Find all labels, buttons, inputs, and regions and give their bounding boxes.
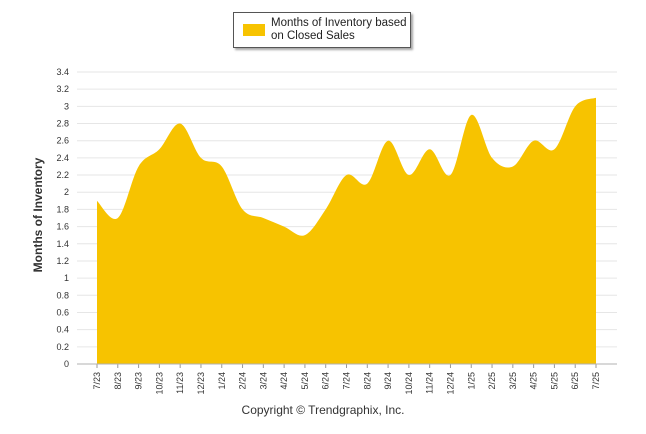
- y-tick-labels: 0 0.2 0.4 0.6 0.8 1 1.2 1.4 1.6 1.8 2 2.2 2.4 2.6 2.8 3…: [56, 67, 69, 369]
- x-tick-label: 4/25: [529, 372, 539, 390]
- copyright-text: Copyright © Trendgraphix, Inc.: [241, 403, 405, 417]
- y-tick-label: 0.4: [56, 325, 69, 335]
- y-tick-label: 0.8: [56, 290, 69, 300]
- x-tick-label: 9/23: [134, 372, 144, 390]
- x-tick-label: 1/25: [466, 372, 476, 390]
- legend: Months of Inventory based on Closed Sale…: [233, 12, 411, 48]
- x-tick-label: 12/24: [445, 372, 455, 395]
- y-tick-label: 0.6: [56, 307, 69, 317]
- x-tick-labels: 7/23 8/23 9/23 10/23 11/23 12/23 1/24 2/24 3/24 4…: [92, 364, 601, 395]
- y-tick-label: 2.8: [56, 119, 69, 129]
- y-tick-label: 2.4: [56, 153, 69, 163]
- y-tick-label: 1.2: [56, 256, 69, 266]
- y-tick-label: 0.2: [56, 342, 69, 352]
- x-tick-label: 7/24: [342, 372, 352, 390]
- series-area: [97, 97, 596, 364]
- x-tick-label: 1/24: [217, 372, 227, 390]
- legend-label: Months of Inventory based on Closed Sale…: [271, 17, 407, 42]
- x-tick-label: 5/24: [300, 372, 310, 390]
- y-tick-label: 3.2: [56, 84, 69, 94]
- x-tick-label: 9/24: [383, 372, 393, 390]
- x-tick-label: 2/25: [487, 372, 497, 390]
- x-tick-label: 4/24: [279, 372, 289, 390]
- x-tick-label: 3/24: [258, 372, 268, 390]
- x-tick-label: 7/25: [591, 372, 601, 390]
- x-tick-label: 7/23: [92, 372, 102, 390]
- y-tick-label: 1.8: [56, 204, 69, 214]
- y-tick-label: 1: [64, 273, 69, 283]
- x-tick-label: 11/24: [425, 372, 435, 394]
- x-tick-label: 8/24: [362, 372, 372, 390]
- x-tick-label: 8/23: [113, 372, 123, 390]
- x-tick-label: 11/23: [175, 372, 185, 394]
- y-tick-label: 1.6: [56, 222, 69, 232]
- x-tick-label: 10/24: [404, 372, 414, 395]
- x-tick-label: 10/23: [154, 372, 164, 395]
- y-tick-label: 1.4: [56, 239, 69, 249]
- y-tick-label: 2.6: [56, 136, 69, 146]
- x-tick-label: 2/24: [238, 372, 248, 390]
- legend-swatch: [243, 24, 265, 36]
- y-tick-label: 2.2: [56, 170, 69, 180]
- x-tick-label: 6/24: [321, 372, 331, 390]
- y-tick-label: 3: [64, 101, 69, 111]
- y-tick-label: 0: [64, 359, 69, 369]
- x-tick-label: 3/25: [508, 372, 518, 390]
- x-tick-label: 5/25: [549, 372, 559, 390]
- y-tick-label: 2: [64, 187, 69, 197]
- y-tick-label: 3.4: [56, 67, 69, 77]
- x-tick-label: 12/23: [196, 372, 206, 395]
- x-tick-label: 6/25: [570, 372, 580, 390]
- y-axis-title: Months of Inventory: [31, 157, 45, 273]
